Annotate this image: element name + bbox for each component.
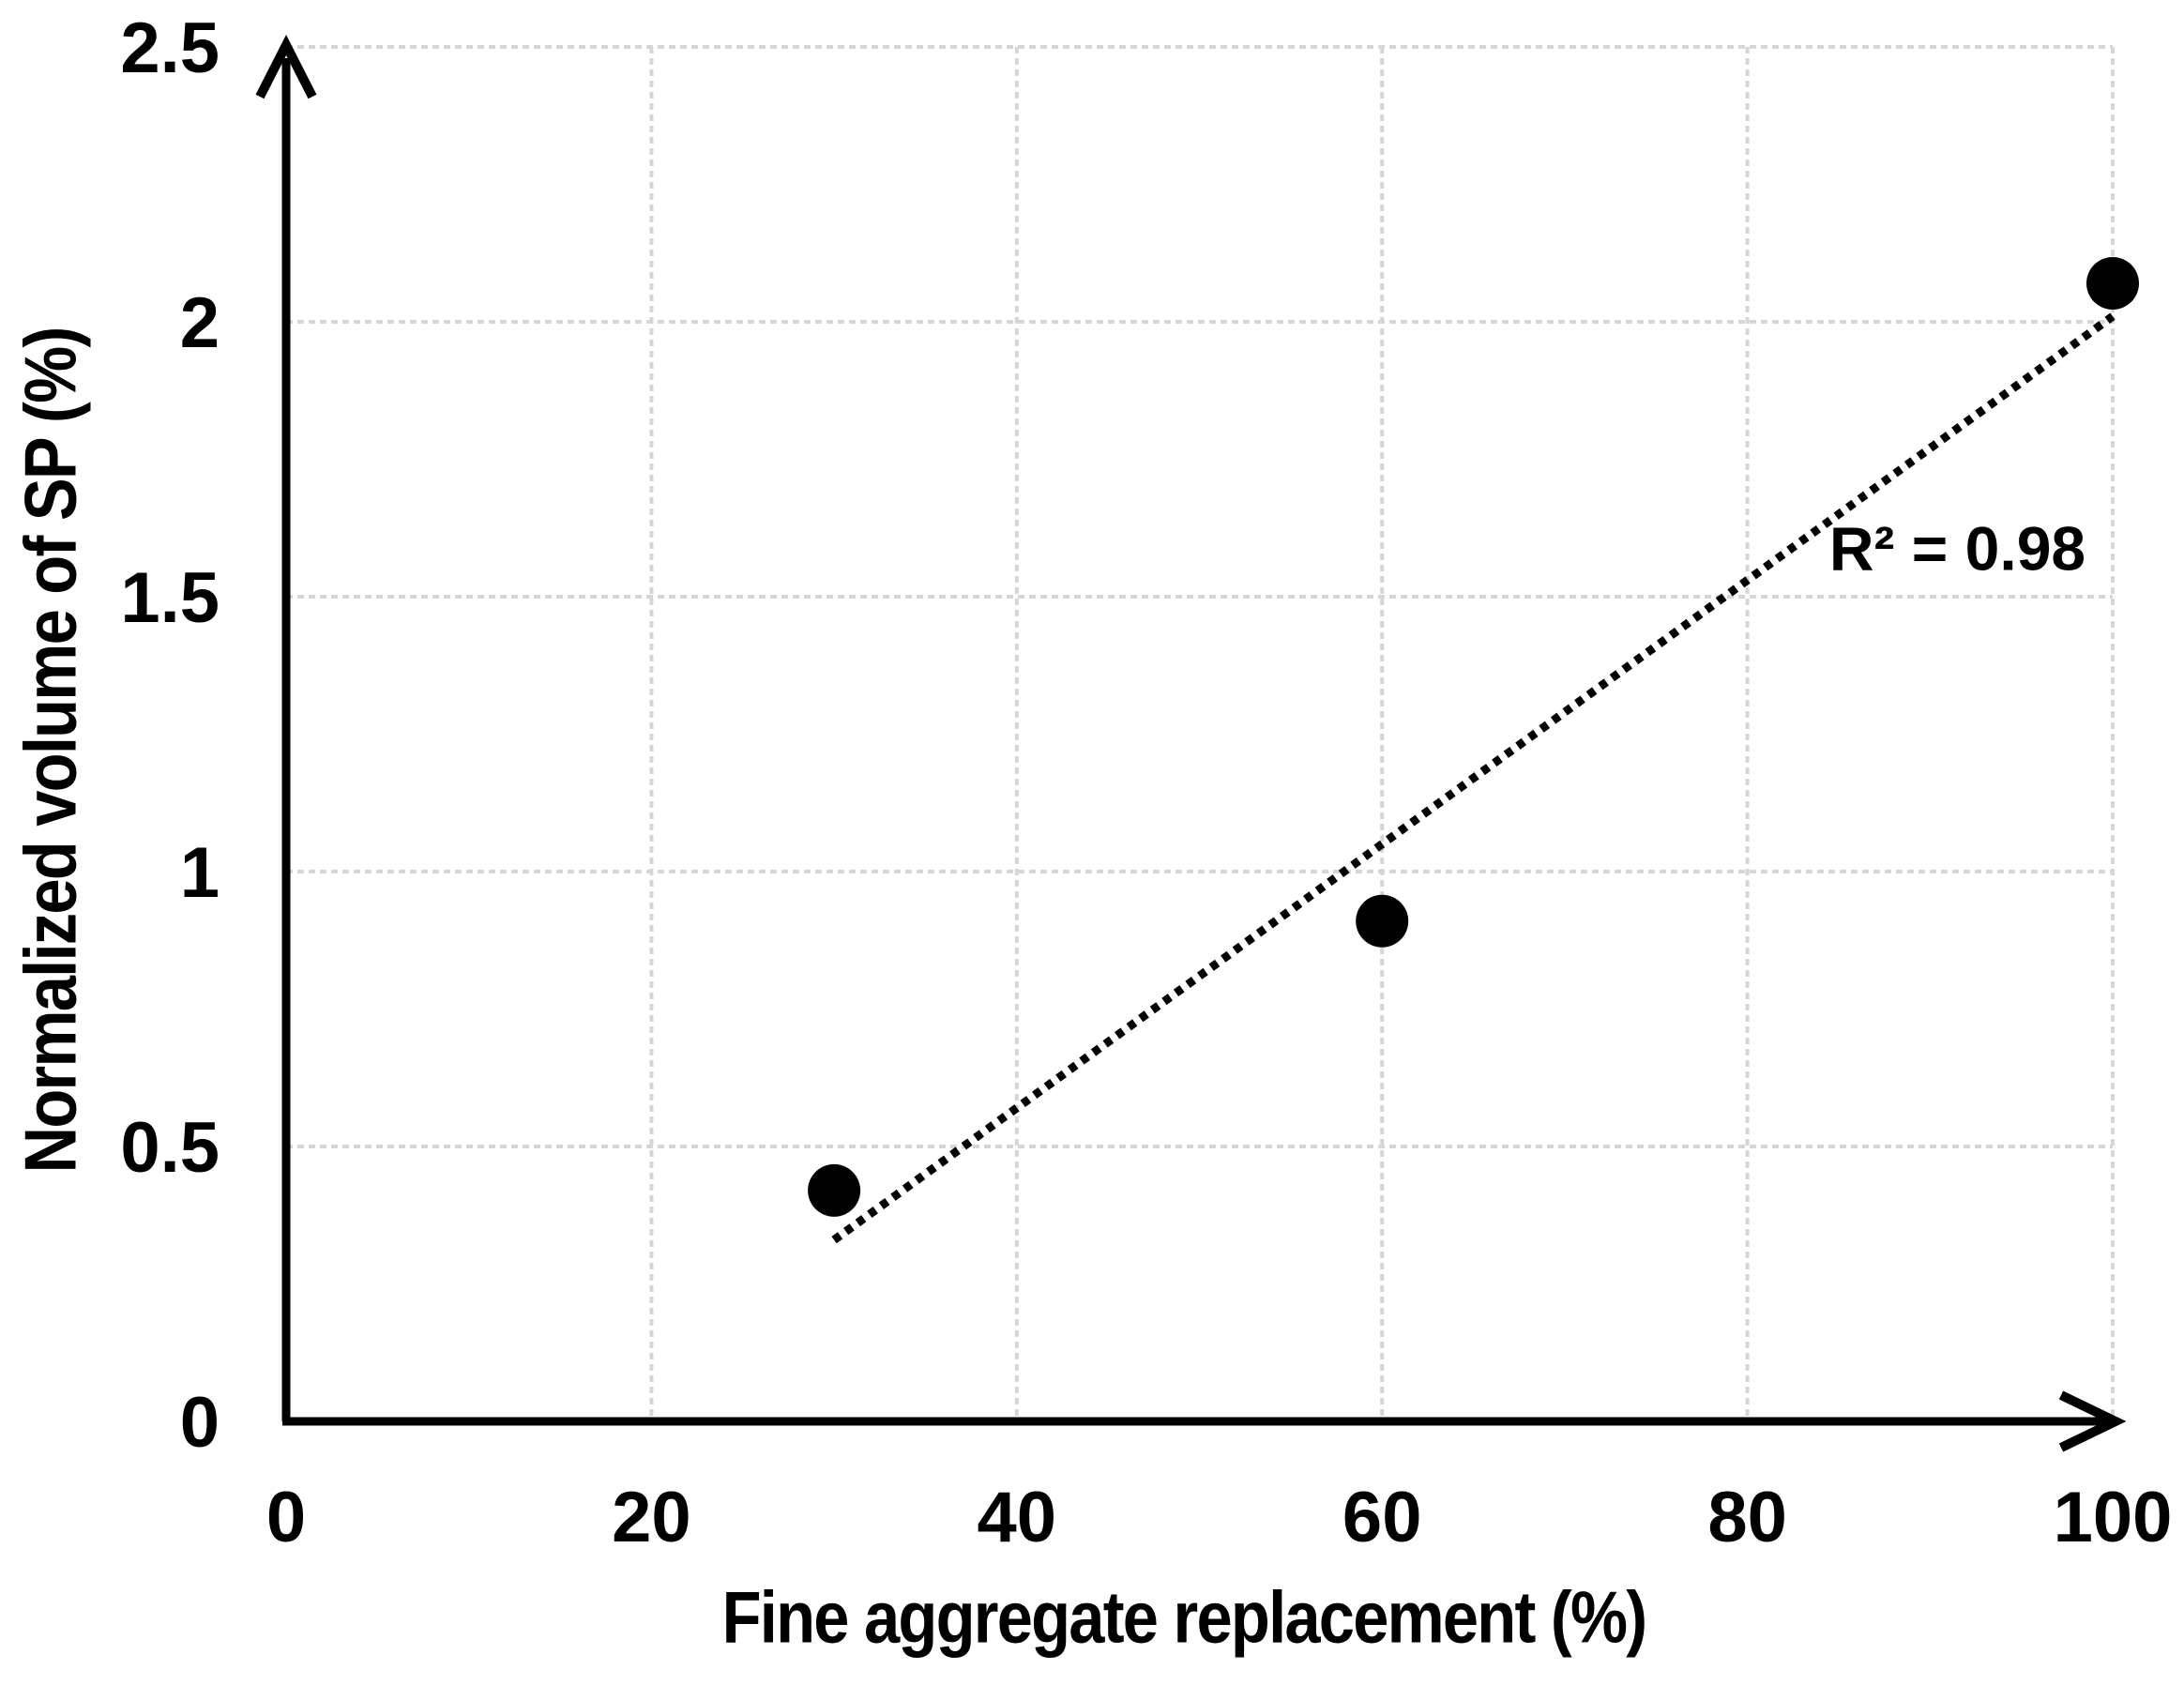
y-axis-title: Normalized volume of SP (%)	[8, 327, 92, 1174]
data-point-2	[1356, 894, 1409, 948]
y-tick-label-1: 1	[180, 833, 220, 913]
r-squared-label: R² = 0.98	[1829, 513, 2085, 583]
y-tick-label-2.5: 2.5	[120, 8, 220, 88]
y-tick-label-0: 0	[180, 1383, 220, 1463]
y-tick-label-0.5: 0.5	[120, 1108, 220, 1188]
x-axis-arrow	[2058, 1390, 2127, 1452]
x-tick-label-20: 20	[612, 1478, 691, 1557]
y-axis-arrow	[255, 34, 317, 99]
y-tick-label-1.5: 1.5	[120, 558, 220, 638]
data-point-1	[808, 1163, 861, 1217]
x-tick-label-40: 40	[978, 1478, 1057, 1557]
x-tick-label-80: 80	[1707, 1478, 1787, 1557]
trendline	[831, 312, 2116, 1244]
x-axis-title: Fine aggregate replacement (%)	[721, 1575, 1647, 1659]
data-point-3	[2086, 256, 2139, 310]
y-tick-label-2: 2	[180, 283, 220, 363]
x-tick-label-60: 60	[1342, 1478, 1422, 1557]
x-tick-label-100: 100	[2054, 1478, 2173, 1557]
x-tick-label-0: 0	[266, 1478, 306, 1557]
